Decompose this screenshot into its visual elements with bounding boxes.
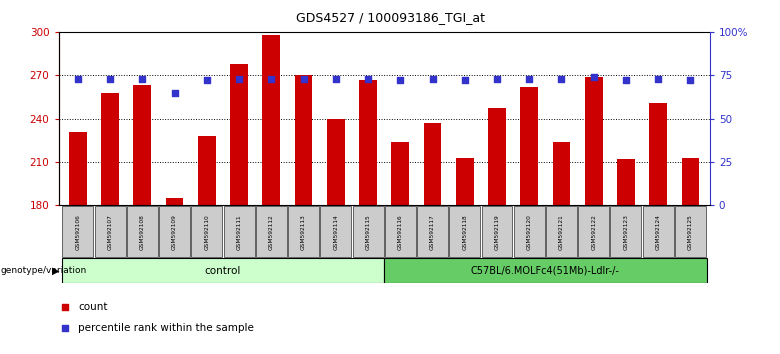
Bar <box>101 93 119 205</box>
FancyBboxPatch shape <box>675 206 706 257</box>
Bar <box>262 35 280 205</box>
Point <box>232 76 245 81</box>
Text: percentile rank within the sample: percentile rank within the sample <box>78 323 254 333</box>
Text: GSM592124: GSM592124 <box>656 214 661 250</box>
FancyBboxPatch shape <box>611 206 641 257</box>
Point <box>72 76 84 81</box>
Bar <box>552 142 570 205</box>
Bar <box>198 136 216 205</box>
Bar <box>230 64 248 205</box>
Point <box>168 90 181 96</box>
FancyBboxPatch shape <box>94 206 126 257</box>
Bar <box>682 158 700 205</box>
FancyBboxPatch shape <box>159 206 190 257</box>
Text: GSM592111: GSM592111 <box>236 214 242 250</box>
Point <box>523 76 536 81</box>
Bar <box>392 142 410 205</box>
FancyBboxPatch shape <box>578 206 609 257</box>
Bar <box>424 123 441 205</box>
Point <box>297 76 310 81</box>
FancyBboxPatch shape <box>514 206 544 257</box>
Point <box>200 78 213 83</box>
Bar <box>165 198 183 205</box>
FancyBboxPatch shape <box>449 206 480 257</box>
Text: count: count <box>78 302 108 312</box>
FancyBboxPatch shape <box>321 206 351 257</box>
Bar <box>359 80 377 205</box>
Text: GSM592108: GSM592108 <box>140 214 145 250</box>
Bar <box>69 132 87 205</box>
FancyBboxPatch shape <box>288 206 319 257</box>
Point <box>104 76 116 81</box>
Bar <box>327 119 345 205</box>
FancyBboxPatch shape <box>546 206 577 257</box>
FancyBboxPatch shape <box>256 206 287 257</box>
Text: GSM592116: GSM592116 <box>398 214 402 250</box>
Text: GSM592122: GSM592122 <box>591 214 596 250</box>
Bar <box>488 108 506 205</box>
Text: ▶: ▶ <box>51 266 59 276</box>
Point <box>275 13 287 18</box>
Text: GSM592118: GSM592118 <box>463 214 467 250</box>
Text: GSM592119: GSM592119 <box>495 214 499 250</box>
Point <box>459 78 471 83</box>
Text: GSM592107: GSM592107 <box>108 214 112 250</box>
Point <box>620 78 633 83</box>
Text: GSM592125: GSM592125 <box>688 214 693 250</box>
FancyBboxPatch shape <box>643 206 674 257</box>
Point <box>265 76 278 81</box>
Text: GSM592121: GSM592121 <box>559 214 564 250</box>
Bar <box>456 158 473 205</box>
FancyBboxPatch shape <box>127 206 158 257</box>
Text: GSM592117: GSM592117 <box>430 214 435 250</box>
Point <box>491 76 503 81</box>
Point <box>394 78 406 83</box>
FancyBboxPatch shape <box>481 206 512 257</box>
Bar <box>133 85 151 205</box>
FancyBboxPatch shape <box>191 206 222 257</box>
Text: GDS4527 / 100093186_TGI_at: GDS4527 / 100093186_TGI_at <box>296 11 484 24</box>
Text: GSM592120: GSM592120 <box>526 214 532 250</box>
FancyBboxPatch shape <box>385 206 416 257</box>
Text: GSM592114: GSM592114 <box>333 214 339 250</box>
Text: GSM592115: GSM592115 <box>366 214 370 250</box>
Bar <box>295 75 313 205</box>
Point <box>555 76 568 81</box>
Point <box>684 78 697 83</box>
Text: genotype/variation: genotype/variation <box>1 266 87 275</box>
Text: GSM592109: GSM592109 <box>172 214 177 250</box>
Point <box>427 76 439 81</box>
Bar <box>585 77 603 205</box>
Text: control: control <box>204 266 241 276</box>
FancyBboxPatch shape <box>417 206 448 257</box>
Text: C57BL/6.MOLFc4(51Mb)-Ldlr-/-: C57BL/6.MOLFc4(51Mb)-Ldlr-/- <box>471 266 620 276</box>
Point <box>652 76 665 81</box>
Point <box>587 74 600 80</box>
Point <box>329 76 342 81</box>
Text: GSM592113: GSM592113 <box>301 214 306 250</box>
Point <box>275 210 287 215</box>
Text: GSM592106: GSM592106 <box>76 214 80 250</box>
Point <box>362 76 374 81</box>
Text: GSM592110: GSM592110 <box>204 214 209 250</box>
FancyBboxPatch shape <box>385 258 707 283</box>
Text: GSM592112: GSM592112 <box>269 214 274 250</box>
FancyBboxPatch shape <box>62 206 94 257</box>
FancyBboxPatch shape <box>62 258 385 283</box>
Bar <box>520 87 538 205</box>
Bar <box>617 159 635 205</box>
Text: GSM592123: GSM592123 <box>623 214 629 250</box>
FancyBboxPatch shape <box>224 206 254 257</box>
Bar <box>649 103 667 205</box>
Point <box>136 76 148 81</box>
FancyBboxPatch shape <box>353 206 384 257</box>
